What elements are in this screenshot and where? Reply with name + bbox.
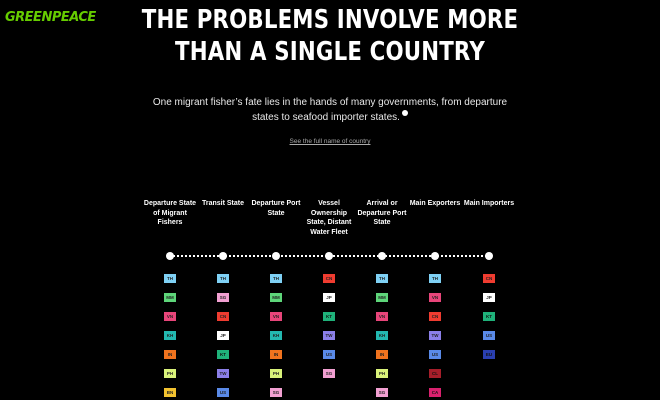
timeline-node[interactable] bbox=[166, 252, 174, 260]
country-badge[interactable]: KH bbox=[270, 331, 282, 340]
country-badge[interactable]: CN bbox=[323, 274, 335, 283]
country-badge[interactable]: VN bbox=[164, 312, 176, 321]
country-badge[interactable]: JP bbox=[323, 293, 335, 302]
country-badge[interactable]: CN bbox=[429, 312, 441, 321]
greenpeace-logo[interactable]: GREENPEACE bbox=[5, 10, 96, 25]
page-title: THE PROBLEMS INVOLVE MORE THAN A SINGLE … bbox=[141, 5, 519, 67]
country-badge[interactable]: PH bbox=[376, 369, 388, 378]
country-badge[interactable]: CN bbox=[483, 274, 495, 283]
timeline-node[interactable] bbox=[431, 252, 439, 260]
country-badge[interactable]: SG bbox=[217, 293, 229, 302]
country-badge[interactable]: US bbox=[323, 350, 335, 359]
timeline-node[interactable] bbox=[378, 252, 386, 260]
subtitle-text: One migrant fisher’s fate lies in the ha… bbox=[152, 97, 508, 123]
timeline-node[interactable] bbox=[325, 252, 333, 260]
column-header: Vessel Ownership State, Distant Water Fl… bbox=[306, 200, 352, 236]
country-badge[interactable]: TW bbox=[217, 369, 229, 378]
country-badge[interactable]: TH bbox=[217, 274, 229, 283]
timeline-node[interactable] bbox=[485, 252, 493, 260]
column-header: Main Importers bbox=[463, 200, 515, 207]
country-badge[interactable]: TH bbox=[429, 274, 441, 283]
country-badge[interactable]: SG bbox=[270, 388, 282, 397]
country-badge[interactable]: KH bbox=[164, 331, 176, 340]
country-badge[interactable]: KT bbox=[483, 312, 495, 321]
country-badge[interactable]: MM bbox=[376, 293, 388, 302]
country-badge[interactable]: KT bbox=[217, 350, 229, 359]
country-badge[interactable]: JP bbox=[217, 331, 229, 340]
timeline-node[interactable] bbox=[272, 252, 280, 260]
country-badge[interactable]: KH bbox=[376, 331, 388, 340]
country-badge[interactable]: US bbox=[483, 331, 495, 340]
country-badge[interactable]: CL bbox=[429, 369, 441, 378]
country-badge[interactable]: KT bbox=[323, 312, 335, 321]
column-headers: Departure State of Migrant Fishers Trans… bbox=[143, 199, 521, 243]
country-badge[interactable]: VN bbox=[270, 312, 282, 321]
country-badge[interactable]: IN bbox=[270, 350, 282, 359]
country-badge[interactable]: TW bbox=[429, 331, 441, 340]
country-badge[interactable]: MM bbox=[164, 293, 176, 302]
country-badge[interactable]: PH bbox=[270, 369, 282, 378]
column-header: Main Exporters bbox=[409, 200, 461, 207]
country-badge[interactable]: US bbox=[217, 388, 229, 397]
full-country-names-link[interactable]: See the full name of country bbox=[289, 138, 371, 145]
country-badge[interactable]: EU bbox=[483, 350, 495, 359]
column-header: Arrival or Departure Port State bbox=[357, 200, 407, 226]
country-badge[interactable]: SG bbox=[376, 388, 388, 397]
info-icon[interactable] bbox=[401, 110, 408, 116]
country-badge[interactable]: CA bbox=[429, 388, 441, 397]
country-badge[interactable]: IN bbox=[376, 350, 388, 359]
country-badge[interactable]: TH bbox=[270, 274, 282, 283]
country-badge[interactable]: VN bbox=[429, 293, 441, 302]
country-badge[interactable]: CN bbox=[217, 312, 229, 321]
country-badge[interactable]: TW bbox=[323, 331, 335, 340]
column-header: Departure State of Migrant Fishers bbox=[143, 200, 197, 226]
column-header: Departure Port State bbox=[251, 200, 301, 217]
country-badge[interactable]: BN bbox=[164, 388, 176, 397]
country-badge[interactable]: MM bbox=[270, 293, 282, 302]
country-badge[interactable]: TH bbox=[376, 274, 388, 283]
country-badge[interactable]: IN bbox=[164, 350, 176, 359]
country-badge[interactable]: PH bbox=[164, 369, 176, 378]
page-subtitle: One migrant fisher’s fate lies in the ha… bbox=[150, 95, 510, 125]
country-badge[interactable]: US bbox=[429, 350, 441, 359]
country-badge[interactable]: JP bbox=[483, 293, 495, 302]
country-badge[interactable]: TH bbox=[164, 274, 176, 283]
country-badge[interactable]: SG bbox=[323, 369, 335, 378]
timeline-node[interactable] bbox=[219, 252, 227, 260]
column-header: Transit State bbox=[201, 200, 244, 207]
country-badge[interactable]: VN bbox=[376, 312, 388, 321]
